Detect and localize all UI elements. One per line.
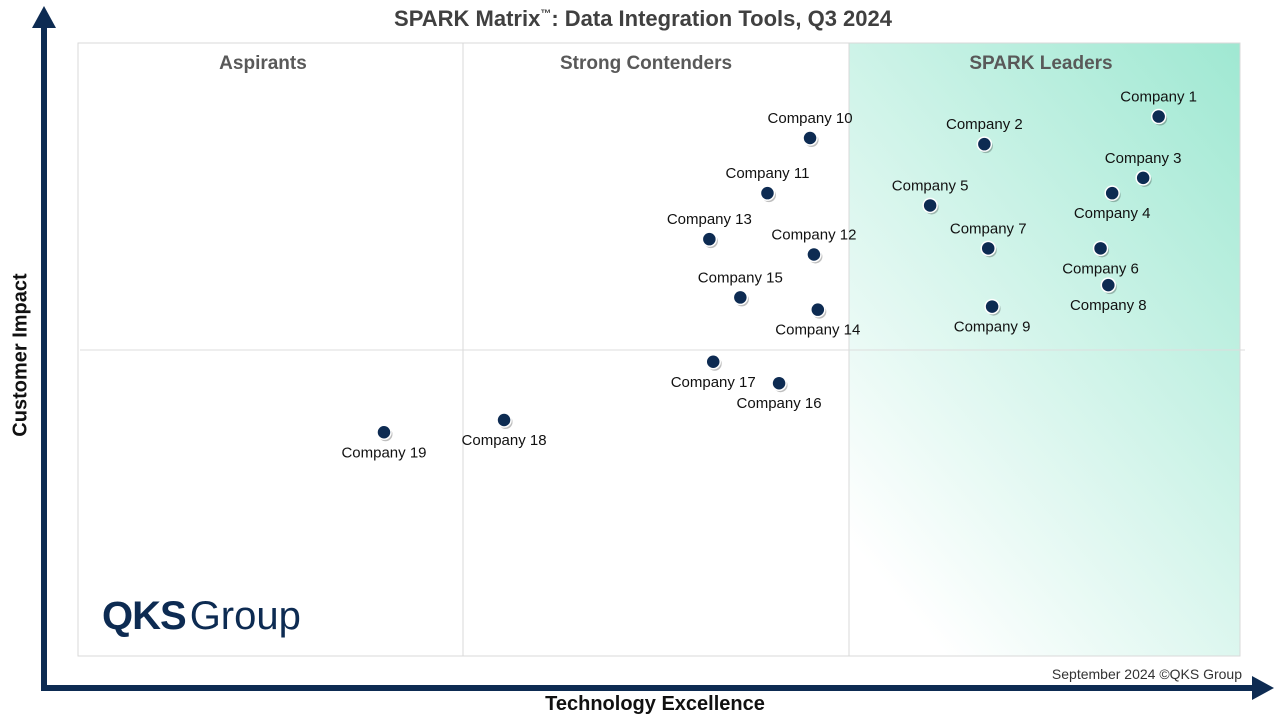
marker <box>1135 170 1151 186</box>
data-point-company-11: Company 11 <box>725 165 809 203</box>
qks-group-logo: QKS Group <box>102 594 301 639</box>
marker <box>980 240 996 257</box>
marker <box>1100 277 1117 293</box>
quadrant-label-spark-leaders: SPARK Leaders <box>969 53 1112 74</box>
point-label: Company 19 <box>341 444 426 461</box>
point-label: Company 4 <box>1074 205 1151 222</box>
data-points: Company 1 Company 2 Company 3 Company 4 Comp… <box>341 89 1197 462</box>
marker <box>705 354 721 370</box>
marker <box>701 231 718 247</box>
data-point-company-1: Company 1 <box>1120 89 1197 126</box>
data-point-company-8: Company 8 <box>1070 277 1147 314</box>
marker <box>1150 108 1167 125</box>
marker <box>810 301 826 318</box>
marker <box>1092 240 1109 257</box>
data-point-company-19: Company 19 <box>341 424 427 461</box>
point-label: Company 7 <box>950 220 1027 237</box>
point-label: Company 18 <box>462 432 547 449</box>
chart-title: SPARK Matrix™: Data Integration Tools, Q… <box>0 6 1280 32</box>
title-main: SPARK Matrix <box>394 6 541 31</box>
point-label: Company 12 <box>771 226 856 243</box>
point-label: Company 15 <box>698 269 783 286</box>
marker <box>376 424 392 441</box>
point-label: Company 10 <box>768 110 853 127</box>
logo-group-text: Group <box>189 594 301 638</box>
data-point-company-2: Company 2 <box>946 116 1023 154</box>
marker <box>496 412 512 428</box>
data-point-company-7: Company 7 <box>950 220 1027 258</box>
data-point-company-14: Company 14 <box>775 301 860 339</box>
x-axis-arrowhead <box>1252 676 1274 700</box>
data-point-company-18: Company 18 <box>462 412 547 449</box>
data-point-company-13: Company 13 <box>667 211 752 249</box>
point-label: Company 8 <box>1070 297 1147 314</box>
data-point-company-16: Company 16 <box>737 375 822 412</box>
marker <box>771 375 787 391</box>
marker <box>922 197 938 214</box>
x-axis-label: Technology Excellence <box>545 693 765 715</box>
data-point-company-6: Company 6 <box>1062 240 1139 277</box>
point-label: Company 17 <box>671 374 756 391</box>
point-label: Company 5 <box>892 177 969 194</box>
point-label: Company 13 <box>667 211 752 228</box>
y-axis-arrowhead <box>32 6 56 28</box>
data-point-company-4: Company 4 <box>1074 185 1151 222</box>
marker <box>802 130 818 146</box>
marker <box>976 136 993 152</box>
point-label: Company 9 <box>954 319 1031 336</box>
data-point-company-9: Company 9 <box>954 298 1031 336</box>
marker <box>732 289 749 306</box>
point-label: Company 1 <box>1120 89 1197 106</box>
marker <box>759 185 776 201</box>
data-point-company-5: Company 5 <box>892 177 969 215</box>
point-label: Company 2 <box>946 116 1023 133</box>
point-label: Company 6 <box>1062 260 1139 277</box>
point-label: Company 16 <box>737 395 822 412</box>
marker <box>1104 185 1120 201</box>
quadrant-label-strong-contenders: Strong Contenders <box>560 53 732 74</box>
marker <box>984 298 1000 315</box>
point-label: Company 11 <box>725 165 809 182</box>
data-point-company-17: Company 17 <box>671 354 756 391</box>
point-label: Company 3 <box>1105 150 1182 167</box>
quadrant-label-aspirants: Aspirants <box>219 53 307 74</box>
title-rest: : Data Integration Tools, Q3 2024 <box>551 6 892 31</box>
data-point-company-10: Company 10 <box>768 110 853 148</box>
data-point-company-3: Company 3 <box>1105 150 1182 187</box>
footer-copyright: September 2024 ©QKS Group <box>1051 666 1242 682</box>
data-point-company-15: Company 15 <box>698 269 783 307</box>
data-point-company-12: Company 12 <box>771 226 856 264</box>
logo-qks-text: QKS <box>102 594 187 638</box>
point-label: Company 14 <box>775 322 860 339</box>
marker <box>806 246 822 263</box>
y-axis-label: Customer Impact <box>9 273 32 437</box>
title-trademark: ™ <box>540 8 552 20</box>
